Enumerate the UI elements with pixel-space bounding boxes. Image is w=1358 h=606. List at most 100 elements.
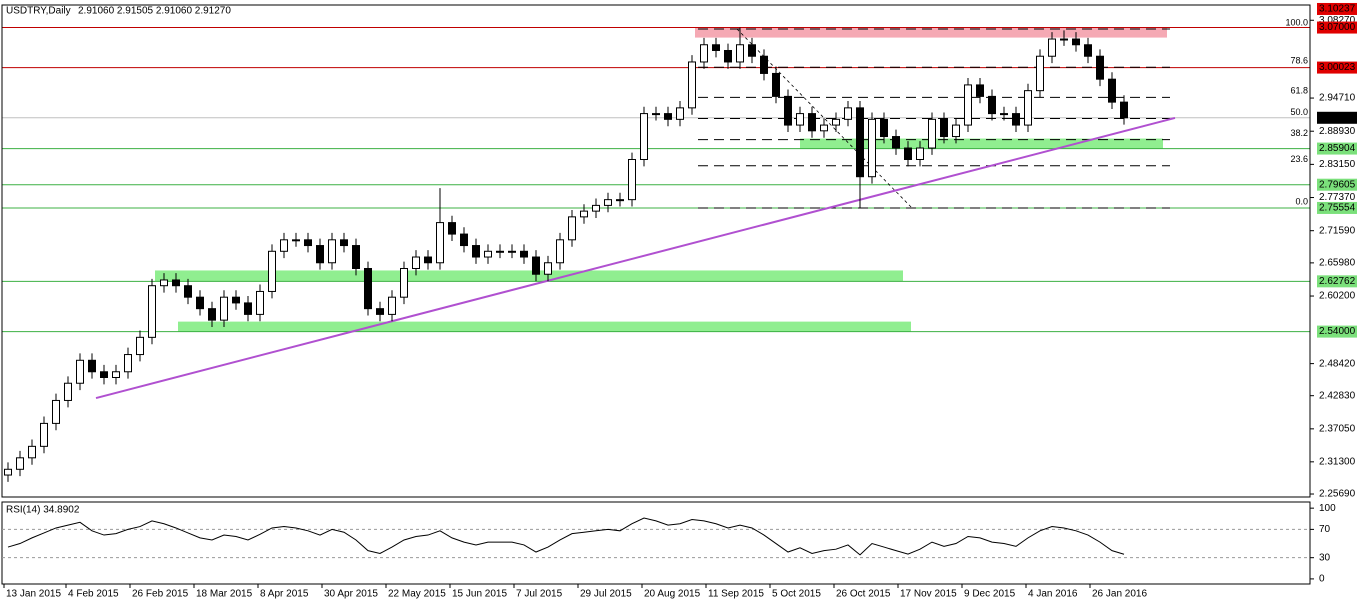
price-label-box xyxy=(1317,111,1357,124)
candle-body xyxy=(940,118,948,138)
candle-body xyxy=(352,245,360,269)
candle-body xyxy=(40,422,48,447)
candle-body xyxy=(364,267,372,310)
candle-body xyxy=(1012,113,1020,126)
candle-body xyxy=(148,285,156,338)
y-tick-label: 2.37050 xyxy=(1319,423,1356,434)
candle-body xyxy=(412,256,420,269)
zone xyxy=(155,270,903,282)
candle-body xyxy=(424,256,432,264)
candle-body xyxy=(1048,38,1056,57)
price-label-box xyxy=(1317,21,1357,34)
price-label-box xyxy=(1317,142,1357,155)
fib-label: 0.0 xyxy=(1295,196,1308,206)
candle-body xyxy=(436,222,444,264)
candle-body xyxy=(916,147,924,160)
y-tick-label: 2.83150 xyxy=(1319,159,1356,170)
candle-body xyxy=(196,296,204,310)
price-label: 3.00023 xyxy=(1319,62,1356,73)
candle-body xyxy=(1072,38,1080,46)
candle-body xyxy=(1120,101,1128,119)
fib-label: 78.6 xyxy=(1290,56,1308,66)
candle-body xyxy=(16,457,24,470)
plot-frame xyxy=(1,4,1311,498)
fib-label: 23.6 xyxy=(1290,154,1308,164)
candle-body xyxy=(112,371,120,378)
candle-body xyxy=(844,107,852,120)
candle-body xyxy=(1084,44,1092,57)
candle-body xyxy=(952,124,960,138)
y-tick-label: 2.77370 xyxy=(1319,192,1356,203)
price-label: 2.85904 xyxy=(1319,143,1356,154)
candle-body xyxy=(928,118,936,149)
candle-body xyxy=(748,44,756,57)
x-tick-label: 4 Jan 2016 xyxy=(1028,589,1078,600)
price-label-box xyxy=(1317,201,1357,214)
candle-body xyxy=(160,279,168,287)
candle-body xyxy=(784,95,792,126)
candle-body xyxy=(976,84,984,97)
y-tick-label: 2.71590 xyxy=(1319,225,1356,236)
candle-body xyxy=(652,113,660,116)
candle-body xyxy=(712,44,720,51)
y-tick-label: 2.65980 xyxy=(1319,258,1356,269)
price-label: 2.79605 xyxy=(1319,179,1356,190)
price-label-box xyxy=(1317,178,1357,191)
candle-body xyxy=(628,158,636,201)
y-tick-label: 2.42830 xyxy=(1319,390,1356,401)
rsi-tick-label: 30 xyxy=(1319,552,1331,563)
rsi-tick-label: 0 xyxy=(1319,574,1325,585)
y-tick-label: 3.08270 xyxy=(1319,15,1356,26)
candle-body xyxy=(592,204,600,212)
candle-body xyxy=(640,113,648,160)
candle-body xyxy=(808,113,816,132)
candle-body xyxy=(328,239,336,264)
candle-body xyxy=(520,250,528,258)
candle-body xyxy=(736,44,744,63)
candle-body xyxy=(1024,90,1032,126)
candle-body xyxy=(856,107,864,178)
candle-body xyxy=(724,49,732,63)
candle-body xyxy=(460,233,468,247)
candle-body xyxy=(664,113,672,120)
price-label: 2.62762 xyxy=(1319,276,1356,287)
candle-body xyxy=(1096,55,1104,80)
candle-body xyxy=(388,296,396,315)
x-tick-label: 15 Jun 2015 xyxy=(452,589,507,600)
candle-body xyxy=(124,354,132,373)
candle-body xyxy=(28,445,36,459)
candle-body xyxy=(568,216,576,241)
chart-title: USDTRY,Daily xyxy=(6,6,71,17)
candle-body xyxy=(1108,78,1116,103)
candle-body xyxy=(820,124,828,132)
candle-body xyxy=(604,199,612,206)
candle-body xyxy=(292,239,300,242)
candle-body xyxy=(832,118,840,126)
candle-body xyxy=(268,250,276,292)
candle-body xyxy=(4,468,12,476)
candle-body xyxy=(868,118,876,178)
candle-body xyxy=(88,359,96,373)
candle-body xyxy=(184,285,192,298)
candle-body xyxy=(532,256,540,275)
candle-body xyxy=(304,239,312,247)
candle-body xyxy=(904,147,912,160)
x-tick-label: 20 Aug 2015 xyxy=(644,589,701,600)
candle-body xyxy=(544,262,552,275)
candle-body xyxy=(1036,55,1044,92)
x-tick-label: 22 May 2015 xyxy=(388,589,446,600)
price-label-box xyxy=(1317,325,1357,338)
price-label-box xyxy=(1317,2,1357,15)
candle-body xyxy=(688,61,696,109)
candle-body xyxy=(892,136,900,149)
candle-body xyxy=(964,84,972,126)
y-tick-label: 2.25690 xyxy=(1319,489,1356,500)
rsi-frame xyxy=(1,501,1311,585)
x-tick-label: 18 Mar 2015 xyxy=(196,589,253,600)
price-label-box xyxy=(1317,61,1357,74)
x-tick-label: 4 Feb 2015 xyxy=(68,589,119,600)
candle-body xyxy=(580,210,588,218)
fib-label: 100.0 xyxy=(1285,17,1308,27)
candle-body xyxy=(244,302,252,315)
